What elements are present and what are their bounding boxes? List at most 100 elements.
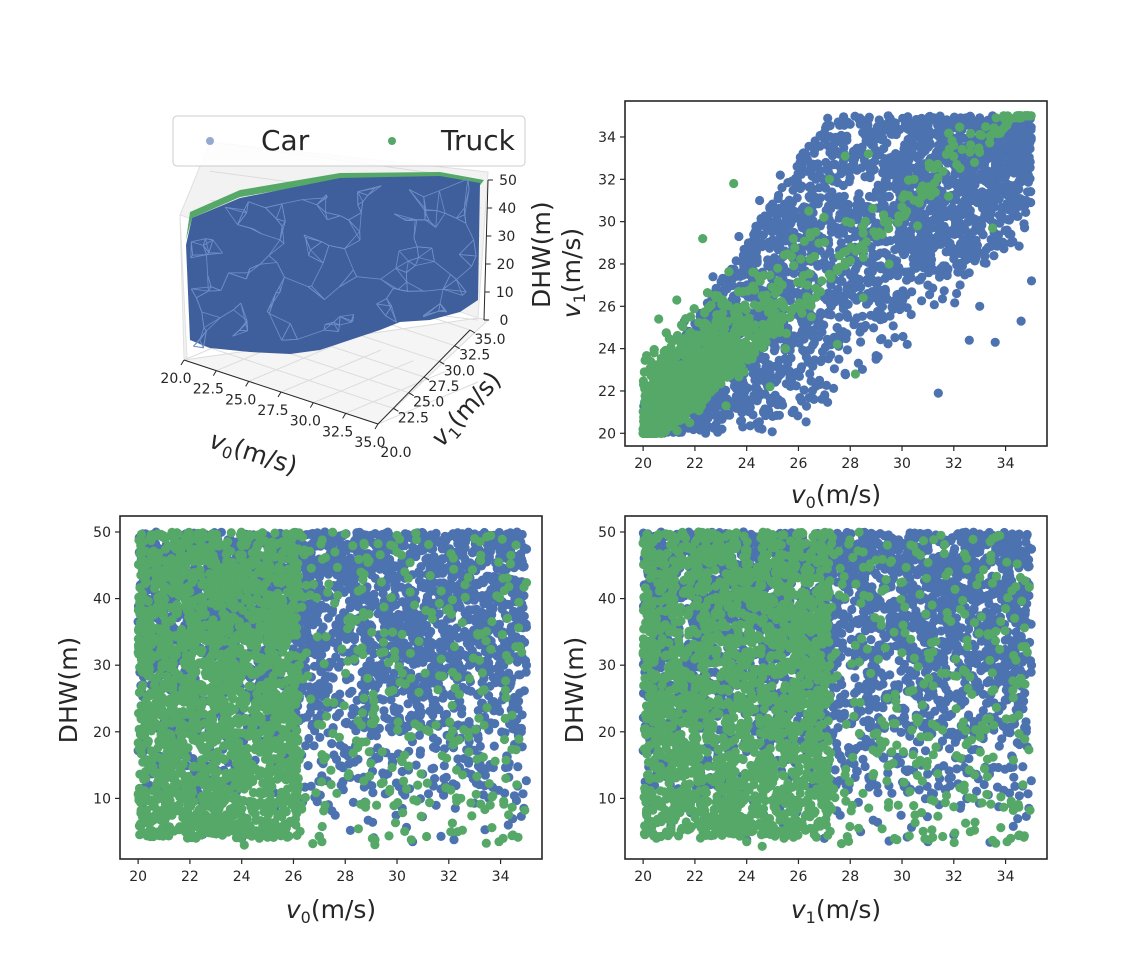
- mesh-edge: [339, 314, 354, 317]
- scatter-point: [805, 369, 815, 379]
- mesh-edge: [325, 211, 341, 217]
- mesh-edge: [281, 199, 303, 205]
- mesh-edge: [471, 255, 477, 267]
- mesh-edge: [266, 311, 270, 314]
- mesh-edge: [338, 324, 340, 332]
- mesh-edge: [304, 237, 310, 256]
- mesh-edge: [325, 321, 334, 325]
- scatter-point: [989, 202, 1000, 212]
- mesh-edge: [380, 278, 399, 290]
- mesh-edge: [442, 288, 463, 296]
- mesh-edge: [281, 203, 286, 222]
- mesh-edge: [276, 262, 285, 278]
- scatter-point: [872, 133, 882, 144]
- mesh-edge: [467, 178, 470, 190]
- scatter-point: [1010, 186, 1021, 196]
- scatter-point: [842, 329, 852, 339]
- scatter-point: [875, 315, 886, 325]
- mesh-edge: [359, 212, 362, 232]
- mesh-edge: [438, 190, 446, 214]
- scatter-point-car: [755, 195, 765, 206]
- mesh-edge: [406, 265, 416, 273]
- mesh-edge: [281, 226, 285, 244]
- scatter-point: [925, 290, 935, 300]
- scatter-point: [952, 288, 962, 299]
- y-tick-label-3d: 35.0: [474, 332, 505, 348]
- scatter-point: [900, 267, 911, 277]
- mesh-edge: [340, 215, 349, 221]
- scatter-point: [743, 383, 753, 393]
- mesh-edge: [348, 219, 361, 241]
- mesh-edge: [465, 223, 475, 241]
- x-tick-label-3d: 35.0: [354, 435, 385, 451]
- scatter-point: [892, 178, 902, 188]
- scatter-point: [876, 264, 886, 274]
- x-tick-mark-3d: [212, 370, 217, 376]
- scatter-point: [938, 166, 948, 176]
- scatter-point: [876, 201, 887, 211]
- mesh-edge: [338, 276, 357, 288]
- mesh-edge: [442, 279, 457, 290]
- scatter-point: [774, 226, 785, 236]
- scatter-point: [810, 251, 820, 262]
- mesh-edge: [376, 303, 386, 317]
- scatter-point: [868, 249, 878, 259]
- scatter-point: [811, 381, 821, 391]
- scatter-point: [701, 418, 711, 428]
- scatter-point: [820, 250, 830, 260]
- scatter-v0-v1-points: [638, 111, 1037, 438]
- scatter-point: [731, 384, 741, 394]
- scatter-point: [1000, 163, 1010, 174]
- scatter-point: [979, 174, 989, 184]
- scatter-point: [793, 169, 803, 179]
- scatter-point: [753, 329, 763, 339]
- scatter-point: [900, 242, 910, 252]
- scatter-point: [1011, 126, 1022, 136]
- mesh-edge: [201, 311, 205, 328]
- scatter-point: [833, 117, 843, 127]
- legend-car-label: Car: [261, 124, 310, 157]
- mesh-edge: [344, 231, 361, 249]
- mesh-edge: [327, 215, 341, 221]
- scatter-point: [820, 391, 830, 401]
- mesh-edge: [438, 303, 441, 312]
- axis-ticks-3d: 20.022.525.027.530.032.535.022.525.027.5…: [160, 173, 517, 461]
- scatter-point: [813, 259, 823, 270]
- scatter-point: [918, 131, 928, 141]
- floor-grid-line: [313, 360, 414, 404]
- mesh-edge: [324, 286, 340, 300]
- scatter-point-car: [933, 388, 943, 398]
- mesh-edge: [228, 272, 247, 280]
- scatter-point-car: [884, 117, 894, 127]
- mesh-edge: [207, 286, 212, 292]
- scatter-point-car: [840, 369, 850, 379]
- scatter-point: [754, 417, 765, 427]
- scatter-point: [1016, 161, 1026, 171]
- scatter-point: [924, 158, 934, 169]
- mesh-edge: [431, 248, 435, 262]
- scatter-point: [774, 285, 784, 295]
- scatter-point: [824, 293, 834, 303]
- scatter-point: [823, 192, 833, 202]
- scatter-point: [851, 263, 861, 273]
- mesh-edge: [424, 210, 430, 221]
- scatter-point: [769, 346, 780, 356]
- mesh-edge: [434, 261, 451, 275]
- scatter-point: [974, 247, 984, 257]
- mesh-edge: [435, 212, 446, 228]
- mesh-edge: [458, 254, 472, 267]
- scatter-point: [818, 347, 828, 357]
- mesh-edge: [442, 274, 451, 290]
- scatter-point: [873, 180, 883, 190]
- mesh-edge: [456, 217, 466, 224]
- scatter-point: [731, 391, 741, 401]
- mesh-edge: [243, 201, 249, 211]
- scatter-point: [1020, 125, 1030, 136]
- scatter-point: [858, 228, 868, 238]
- mesh-edge: [239, 329, 248, 332]
- mesh-edge: [362, 195, 369, 202]
- scatter-point: [942, 206, 952, 216]
- scatter-point: [964, 186, 974, 196]
- mesh-edge: [281, 339, 298, 341]
- mesh-edge: [311, 262, 324, 287]
